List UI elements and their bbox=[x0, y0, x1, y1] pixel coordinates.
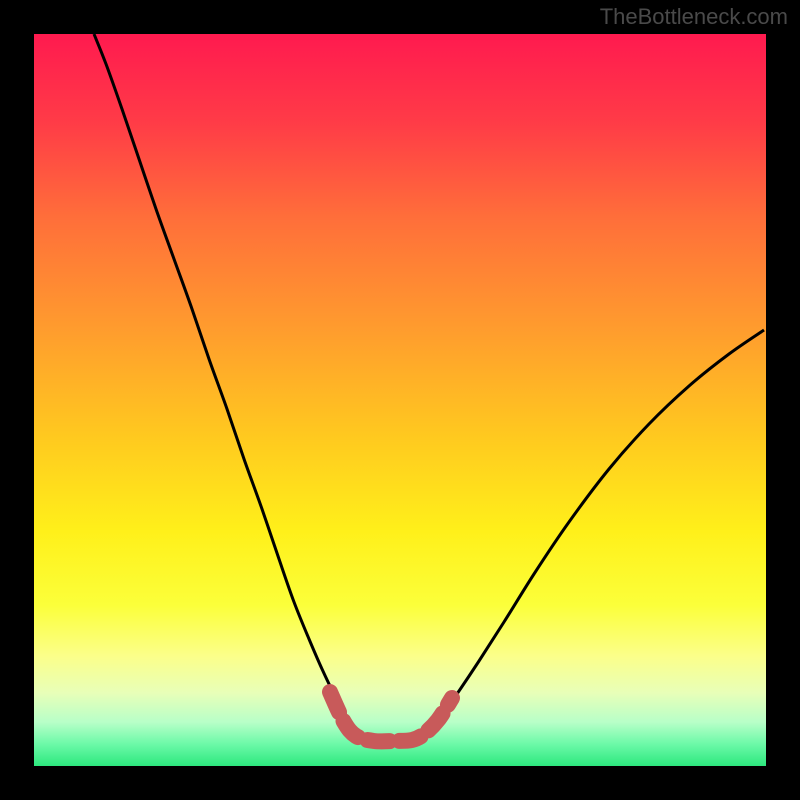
minimum-marker bbox=[330, 692, 452, 741]
watermark-label: TheBottleneck.com bbox=[600, 4, 788, 30]
curves-layer bbox=[34, 34, 766, 766]
curve-left bbox=[94, 34, 352, 724]
curve-right bbox=[434, 330, 764, 724]
plot-area bbox=[34, 34, 766, 766]
